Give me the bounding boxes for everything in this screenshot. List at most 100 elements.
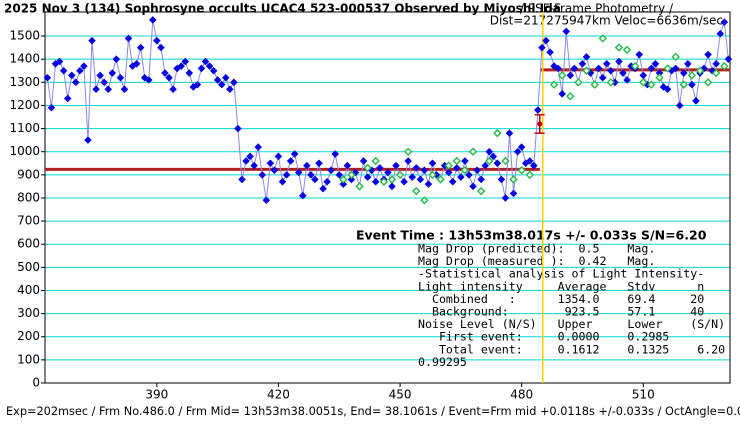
comparison-point	[712, 68, 721, 78]
data-point	[96, 71, 104, 80]
data-point	[724, 55, 733, 63]
data-point	[384, 168, 392, 177]
comparison-point	[347, 170, 356, 180]
comparison-point	[468, 147, 478, 156]
comparison-point	[363, 163, 372, 173]
comparison-point	[582, 66, 591, 75]
stats-line: Mag Drop (predicted): 0.5 Mag.	[418, 242, 655, 256]
y-tick-label: 0	[32, 376, 40, 390]
comparison-point	[655, 73, 664, 82]
data-point	[205, 62, 214, 70]
data-point	[315, 159, 323, 168]
y-tick-label: 600	[17, 237, 40, 251]
comparison-point	[590, 80, 599, 89]
data-point	[108, 69, 117, 77]
data-point	[412, 164, 421, 172]
comparison-point	[444, 161, 453, 170]
data-point	[124, 34, 133, 43]
data-point	[708, 66, 716, 75]
stats-line: Combined : 1354.0 69.4 20	[418, 292, 704, 306]
data-point	[339, 180, 348, 188]
data-point	[509, 189, 518, 198]
y-tick-label: 1400	[9, 52, 40, 66]
data-point	[607, 66, 615, 75]
data-point	[704, 50, 712, 59]
data-point	[542, 36, 550, 45]
data-point	[428, 159, 437, 168]
y-tick-label: 900	[17, 167, 40, 181]
chart-title: 2025 Nov 3 (134) Sophrosyne occults UCAC…	[4, 2, 561, 16]
y-tick-label: 1500	[9, 29, 40, 43]
data-point	[120, 85, 129, 94]
data-point	[238, 175, 246, 184]
data-point	[294, 168, 303, 177]
data-point	[230, 78, 238, 87]
data-point	[538, 43, 546, 52]
data-point	[465, 171, 473, 179]
data-point	[392, 161, 400, 170]
data-point	[477, 175, 485, 184]
data-point	[517, 143, 526, 151]
data-point	[270, 166, 279, 174]
y-tick-label: 200	[17, 329, 40, 343]
data-point	[651, 60, 660, 68]
data-point	[347, 175, 356, 184]
data-point	[80, 62, 88, 70]
data-point	[457, 173, 465, 181]
data-point	[197, 64, 206, 73]
data-point	[343, 161, 352, 170]
data-point	[262, 196, 271, 205]
data-point	[290, 150, 299, 158]
data-point	[335, 171, 344, 179]
data-point	[286, 157, 295, 165]
data-point	[153, 36, 161, 45]
x-tick-label: 420	[267, 388, 290, 402]
data-point	[489, 152, 498, 161]
data-point	[448, 178, 457, 186]
data-point	[165, 73, 173, 82]
data-point	[473, 166, 481, 174]
data-point	[623, 76, 631, 84]
data-point	[92, 85, 100, 94]
data-point	[647, 64, 656, 73]
stats-line: Light intensity Average Stdv n	[418, 279, 704, 293]
data-point	[481, 161, 489, 170]
data-point	[72, 78, 80, 87]
comparison-point	[476, 186, 486, 196]
comparison-point	[639, 78, 648, 87]
data-point	[327, 166, 335, 174]
plot-frame	[44, 11, 731, 384]
data-point	[222, 73, 230, 82]
stats-line: Mag Drop (measured ): 0.42 Mag.	[418, 254, 655, 268]
data-point	[558, 90, 566, 98]
stats-line: -Statistical analysis of Light Intensity…	[418, 267, 704, 281]
stats-line: 0.99295	[418, 355, 467, 369]
data-point	[217, 80, 226, 89]
data-point	[43, 73, 52, 82]
comparison-point	[395, 170, 405, 180]
data-point	[582, 53, 591, 61]
data-point	[242, 157, 250, 165]
comparison-point	[679, 80, 688, 89]
data-point	[59, 66, 68, 75]
data-point	[116, 73, 125, 82]
data-point	[319, 184, 327, 193]
data-point	[671, 64, 680, 73]
data-point	[416, 175, 425, 184]
data-point	[258, 171, 267, 179]
data-point	[692, 97, 700, 105]
data-point	[136, 43, 145, 52]
comparison-point	[671, 52, 680, 62]
y-tick-label: 1000	[9, 144, 40, 158]
data-point	[169, 85, 177, 94]
data-point	[55, 57, 64, 66]
data-point	[530, 161, 538, 170]
data-point	[351, 168, 360, 177]
data-point	[63, 94, 72, 103]
stats-line: First event: 0.0000 0.2985	[418, 330, 669, 344]
data-point	[213, 76, 222, 84]
data-point	[562, 27, 571, 36]
data-point	[266, 159, 275, 168]
comparison-point	[663, 64, 672, 73]
